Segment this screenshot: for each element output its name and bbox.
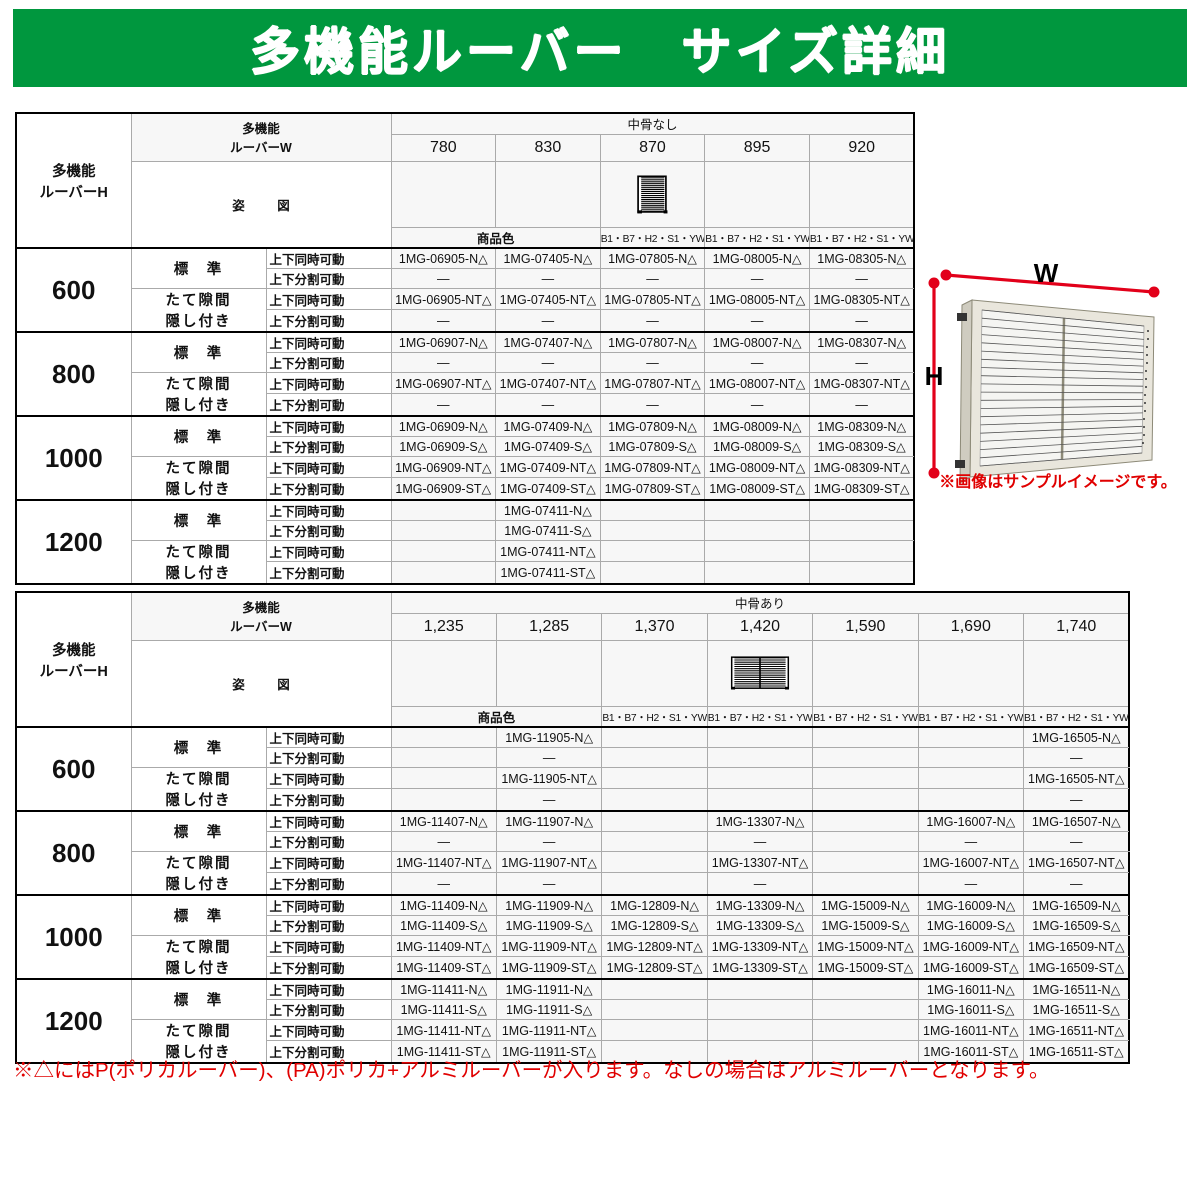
svg-text:H: H — [925, 361, 944, 391]
svg-text:W: W — [1034, 258, 1059, 288]
